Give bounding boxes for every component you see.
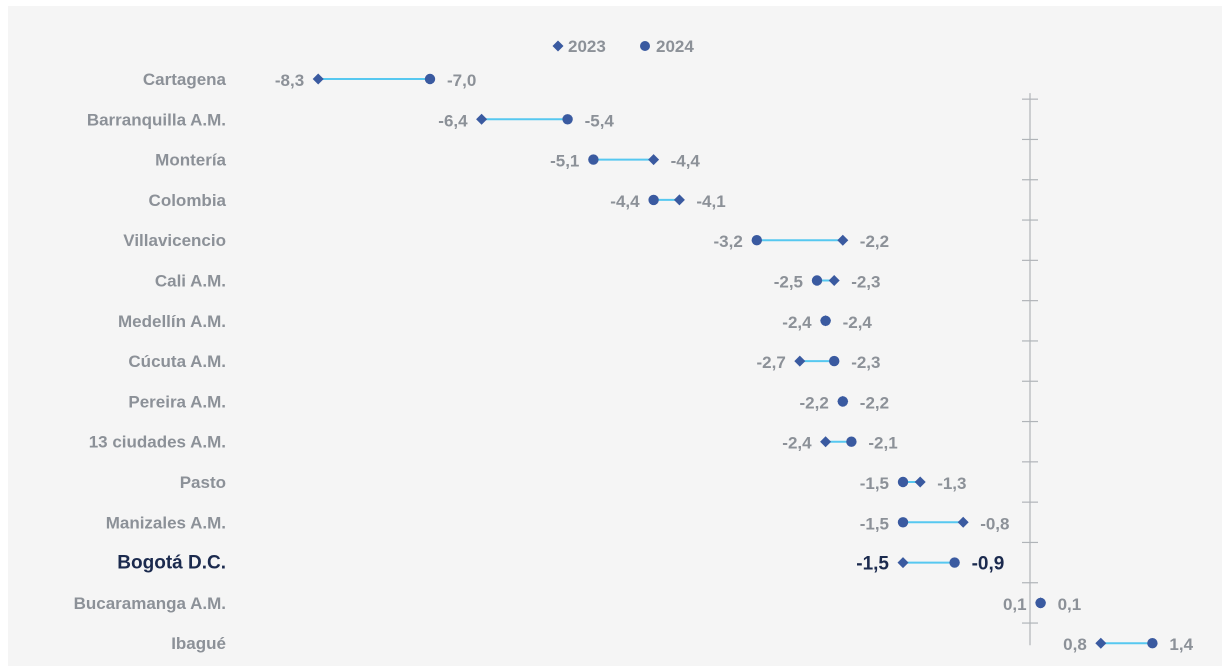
value-label-right: -1,3 [937, 474, 966, 493]
marker-2023 [914, 476, 926, 488]
marker-2023 [673, 194, 685, 206]
value-label-left: -8,3 [275, 71, 304, 90]
value-label-right: -2,2 [860, 232, 889, 251]
category-label: Barranquilla A.M. [87, 110, 226, 129]
category-label: Manizales A.M. [106, 513, 226, 532]
legend-label-2023: 2023 [568, 37, 606, 56]
marker-2023 [957, 516, 969, 528]
value-label-right: -0,8 [980, 514, 1009, 533]
value-label-right: 1,4 [1169, 635, 1193, 654]
chart-row: Pasto -1,5 -1,3 [180, 473, 967, 493]
marker-2024 [588, 154, 599, 165]
value-label-right: -2,2 [860, 393, 889, 412]
chart-row: Barranquilla A.M. -6,4 -5,4 [87, 110, 615, 130]
chart-row: Pereira A.M. -2,2 -2,2 [128, 392, 889, 412]
marker-2024 [897, 476, 909, 488]
category-label: 13 ciudades A.M. [89, 433, 226, 452]
marker-2023 [837, 395, 849, 407]
marker-2024 [751, 235, 762, 246]
marker-2024 [846, 436, 857, 447]
category-label: Cúcuta A.M. [128, 352, 226, 371]
marker-2024 [424, 73, 436, 85]
value-label-right: -5,4 [585, 111, 615, 130]
category-label: Cali A.M. [155, 272, 226, 291]
value-label-left: 0,8 [1063, 635, 1087, 654]
value-label-left: -2,4 [782, 434, 812, 453]
legend-marker-2024 [640, 41, 650, 51]
marker-2023 [312, 73, 324, 85]
marker-2023 [820, 436, 832, 448]
marker-2023 [897, 557, 909, 569]
value-label-left: -5,1 [550, 152, 579, 171]
value-label-left: -1,5 [860, 514, 889, 533]
marker-2024 [829, 355, 840, 367]
category-label: Colombia [149, 191, 227, 210]
chart-row: 13 ciudades A.M. -2,4 -2,1 [89, 433, 898, 453]
marker-2024 [1147, 638, 1158, 649]
chart-rows: Cartagena -8,3 -7,0 Barranquilla A.M. -6,4 -5… [74, 70, 1194, 654]
marker-2023 [476, 113, 488, 125]
category-label: Montería [155, 151, 226, 170]
category-label: Villavicencio [123, 231, 226, 250]
legend-marker-2023 [552, 40, 564, 52]
value-label-right: -2,4 [843, 313, 873, 332]
marker-2024 [648, 194, 659, 206]
category-label: Medellín A.M. [118, 312, 226, 331]
marker-2023 [837, 234, 849, 246]
marker-2023 [828, 275, 840, 286]
value-label-right: -4,4 [671, 152, 701, 171]
value-label-left: -1,5 [856, 554, 889, 575]
chart-row: Manizales A.M. -1,5 -0,8 [106, 513, 1010, 533]
value-label-right: -2,1 [868, 434, 897, 453]
category-label: Pereira A.M. [128, 392, 226, 411]
chart-row: Cúcuta A.M. -2,7 -2,3 [128, 352, 880, 372]
marker-2023 [1095, 637, 1107, 649]
marker-2023 [1035, 597, 1047, 609]
value-label-left: -1,5 [860, 474, 889, 493]
chart-panel: 2023 2024 Cartagena -8,3 -7,0 Barranquilla … [8, 6, 1222, 666]
value-label-left: -3,2 [714, 232, 743, 251]
legend: 2023 2024 [552, 37, 694, 56]
marker-2024 [949, 557, 960, 568]
marker-2023 [794, 355, 806, 367]
marker-2023 [820, 315, 832, 327]
value-label-left: -6,4 [438, 111, 468, 130]
chart-row: Medellín A.M. -2,4 -2,4 [118, 312, 872, 332]
value-label-left: -2,4 [782, 313, 812, 332]
legend-label-2024: 2024 [656, 37, 694, 56]
value-label-right: -0,9 [972, 554, 1005, 575]
value-label-left: 0,1 [1003, 595, 1027, 614]
chart-row: Bogotá D.C. -1,5 -0,9 [117, 553, 1004, 575]
value-label-right: -7,0 [447, 71, 476, 90]
value-label-left: -2,7 [757, 353, 786, 372]
marker-2024 [562, 114, 573, 125]
chart-row: Bucaramanga A.M. 0,1 0,1 [74, 594, 1082, 614]
category-label: Pasto [180, 473, 226, 492]
chart-row: Colombia -4,4 -4,1 [149, 191, 726, 211]
value-label-right: -4,1 [696, 192, 725, 211]
category-label: Cartagena [143, 70, 227, 89]
dumbbell-chart: 2023 2024 Cartagena -8,3 -7,0 Barranquilla … [74, 37, 1194, 654]
value-label-left: -2,5 [774, 273, 803, 292]
chart-row: Montería -5,1 -4,4 [155, 151, 700, 171]
marker-2024 [811, 275, 823, 286]
marker-2024 [897, 517, 909, 528]
value-label-left: -4,4 [610, 192, 640, 211]
chart-row: Cartagena -8,3 -7,0 [143, 70, 476, 90]
value-label-left: -2,2 [800, 393, 829, 412]
category-label: Bogotá D.C. [117, 553, 226, 574]
value-label-right: -2,3 [851, 273, 880, 292]
category-label: Ibagué [171, 634, 226, 653]
marker-2023 [648, 154, 660, 166]
zero-axis [1022, 93, 1038, 646]
chart-row: Ibagué 0,8 1,4 [171, 634, 1193, 654]
chart-row: Cali A.M. -2,5 -2,3 [155, 272, 881, 292]
value-label-right: -2,3 [851, 353, 880, 372]
category-label: Bucaramanga A.M. [74, 594, 226, 613]
chart-row: Villavicencio -3,2 -2,2 [123, 231, 889, 251]
value-label-right: 0,1 [1058, 595, 1082, 614]
